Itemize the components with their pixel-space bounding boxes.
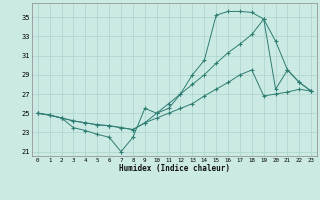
X-axis label: Humidex (Indice chaleur): Humidex (Indice chaleur) — [119, 164, 230, 173]
